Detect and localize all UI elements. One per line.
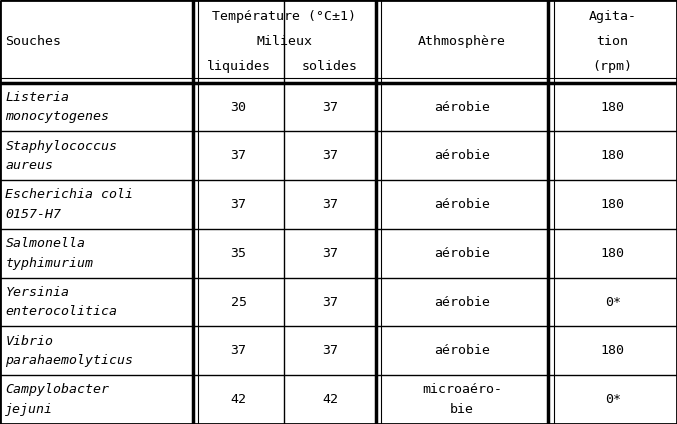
Text: 37: 37	[322, 198, 338, 211]
Text: aérobie: aérobie	[434, 198, 490, 211]
Text: Campylobacter: Campylobacter	[5, 383, 110, 396]
Text: 35: 35	[231, 247, 246, 260]
Text: 0*: 0*	[605, 296, 621, 309]
Text: liquides: liquides	[206, 60, 271, 73]
Text: 180: 180	[600, 100, 625, 114]
Text: aérobie: aérobie	[434, 296, 490, 309]
Text: 37: 37	[322, 100, 338, 114]
Text: microaéro-: microaéro-	[422, 383, 502, 396]
Text: 0*: 0*	[605, 393, 621, 406]
Text: aérobie: aérobie	[434, 344, 490, 357]
Text: Souches: Souches	[5, 35, 62, 48]
Text: tion: tion	[596, 35, 629, 48]
Text: Vibrio: Vibrio	[5, 335, 53, 348]
Text: aérobie: aérobie	[434, 247, 490, 260]
Text: 30: 30	[231, 100, 246, 114]
Text: Listeria: Listeria	[5, 91, 70, 104]
Text: 0157-H7: 0157-H7	[5, 208, 62, 221]
Text: aérobie: aérobie	[434, 149, 490, 162]
Text: monocytogenes: monocytogenes	[5, 110, 110, 123]
Text: Escherichia coli: Escherichia coli	[5, 188, 133, 201]
Text: enterocolitica: enterocolitica	[5, 305, 117, 318]
Text: Staphylococcus: Staphylococcus	[5, 139, 117, 153]
Text: (rpm): (rpm)	[592, 60, 633, 73]
Text: 37: 37	[322, 296, 338, 309]
Text: 37: 37	[231, 198, 246, 211]
Text: typhimurium: typhimurium	[5, 257, 93, 270]
Text: 37: 37	[231, 149, 246, 162]
Text: 25: 25	[231, 296, 246, 309]
Text: 180: 180	[600, 344, 625, 357]
Text: 180: 180	[600, 198, 625, 211]
Text: Salmonella: Salmonella	[5, 237, 85, 250]
Text: Athmosphère: Athmosphère	[418, 35, 506, 48]
Text: parahaemolyticus: parahaemolyticus	[5, 354, 133, 367]
Text: 180: 180	[600, 149, 625, 162]
Text: aureus: aureus	[5, 159, 53, 172]
Text: Agita-: Agita-	[589, 10, 636, 23]
Text: 37: 37	[322, 149, 338, 162]
Text: 180: 180	[600, 247, 625, 260]
Text: 37: 37	[322, 247, 338, 260]
Text: jejuni: jejuni	[5, 403, 53, 416]
Text: 42: 42	[322, 393, 338, 406]
Text: Milieux: Milieux	[257, 35, 312, 48]
Text: 37: 37	[231, 344, 246, 357]
Text: solides: solides	[302, 60, 358, 73]
Text: 42: 42	[231, 393, 246, 406]
Text: 37: 37	[322, 344, 338, 357]
Text: Yersinia: Yersinia	[5, 286, 70, 299]
Text: Température (°C±1): Température (°C±1)	[213, 10, 356, 23]
Text: bie: bie	[450, 403, 474, 416]
Text: aérobie: aérobie	[434, 100, 490, 114]
